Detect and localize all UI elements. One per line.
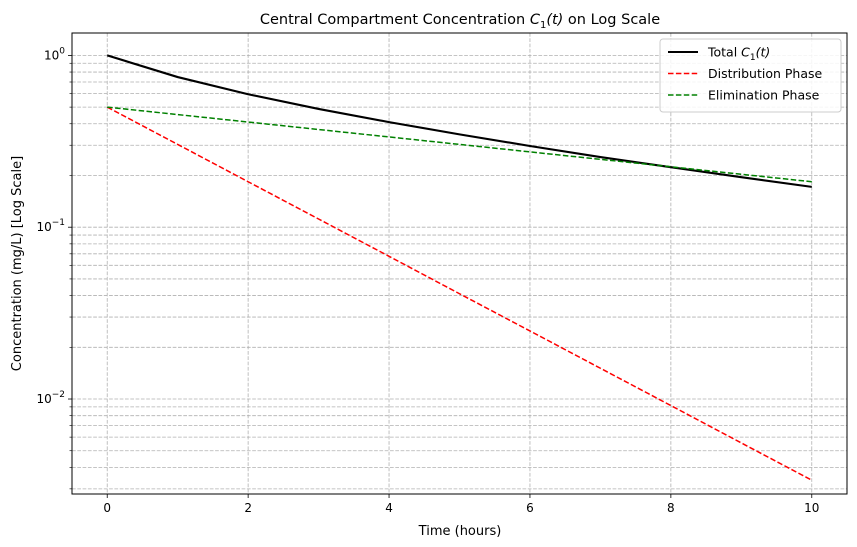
legend-items: Total C1(t) Distribution Phase Elimination… bbox=[668, 45, 823, 103]
legend-label-1: Total C1(t) bbox=[707, 45, 770, 64]
y-tick-label: 10−1 bbox=[36, 218, 65, 234]
x-tick-label: 10 bbox=[804, 501, 819, 515]
series-line-1 bbox=[106, 54, 812, 188]
x-tick-label: 4 bbox=[385, 501, 393, 515]
legend-label-3: Elimination Phase bbox=[708, 88, 820, 103]
y-axis-label: Concentration (mg/L) [Log Scale] bbox=[10, 156, 25, 371]
x-tick-label: 0 bbox=[103, 501, 111, 515]
legend-label-2: Distribution Phase bbox=[708, 66, 823, 81]
x-tick-label: 8 bbox=[667, 501, 675, 515]
legend-box bbox=[659, 38, 842, 113]
series-line-3 bbox=[107, 106, 812, 183]
x-tick-label: 2 bbox=[244, 501, 252, 515]
data-series bbox=[106, 54, 813, 481]
y-tick-label: 100 bbox=[44, 46, 65, 62]
y-tick-label: 10−2 bbox=[36, 390, 65, 406]
chart-title: Central Compartment Concentration C1(t) … bbox=[260, 12, 660, 31]
plot-frame bbox=[71, 32, 848, 495]
x-axis-ticks: 0 2 4 6 8 10 bbox=[103, 494, 819, 515]
legend: Total C1(t) Distribution Phase Elimination… bbox=[659, 38, 842, 113]
series-line-2 bbox=[106, 106, 813, 481]
x-tick-label: 6 bbox=[526, 501, 534, 515]
x-axis-label: Time (hours) bbox=[418, 524, 502, 539]
y-axis-ticks: 100 10−1 10−2 bbox=[36, 46, 72, 490]
